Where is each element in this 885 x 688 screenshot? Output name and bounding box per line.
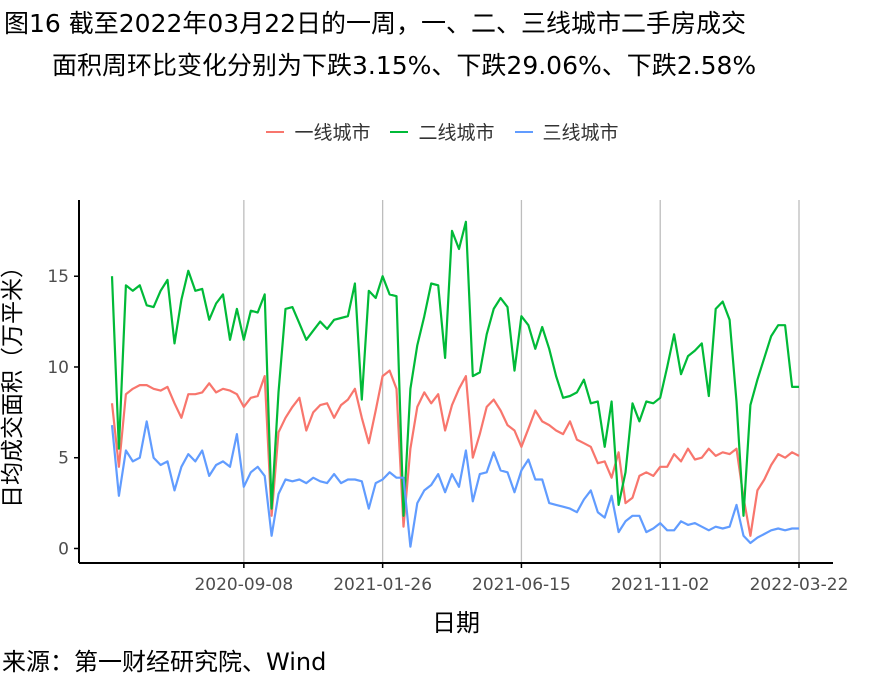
legend-swatch-tier3 [514,130,533,133]
legend-label-tier2: 二线城市 [418,122,495,144]
x-tick-label-3: 2021-11-02 [611,575,710,595]
legend-swatch-tier1 [266,130,285,133]
chart-title-line-2: 面积周环比变化分别为下跌3.15%、下跌29.06%、下跌2.58% [52,51,757,80]
y-axis-label: 日均成交面积（万平米） [0,255,26,508]
y-tick-label-1: 5 [58,449,69,469]
x-tick-label-0: 2020-09-08 [194,575,293,595]
legend-swatch-tier2 [390,130,409,133]
series-line-tier3 [110,420,799,548]
source-note: 来源：第一财经研究院、Wind [2,648,327,676]
chart-title-line-1: 图16 截至2022年03月22日的一周，一、二、三线城市二手房成交 [4,9,747,38]
legend-item-tier3: 三线城市 [514,118,619,145]
legend-item-tier2: 二线城市 [390,118,495,145]
legend-label-tier3: 三线城市 [542,122,619,144]
legend: 一线城市 二线城市 三线城市 [0,118,885,145]
x-tick-label-2: 2021-06-15 [472,575,571,595]
y-tick-label-0: 0 [58,539,69,559]
legend-label-tier1: 一线城市 [294,122,371,144]
x-tick-label-1: 2021-01-26 [333,575,432,595]
series-line-tier1 [110,369,800,537]
x-axis-label: 日期 [432,609,480,637]
legend-item-tier1: 一线城市 [266,118,370,145]
series-line-tier2 [110,220,799,517]
y-tick-label-2: 10 [47,358,69,378]
x-tick-label-4: 2022-03-22 [750,575,849,595]
y-tick-label-3: 15 [47,267,69,287]
